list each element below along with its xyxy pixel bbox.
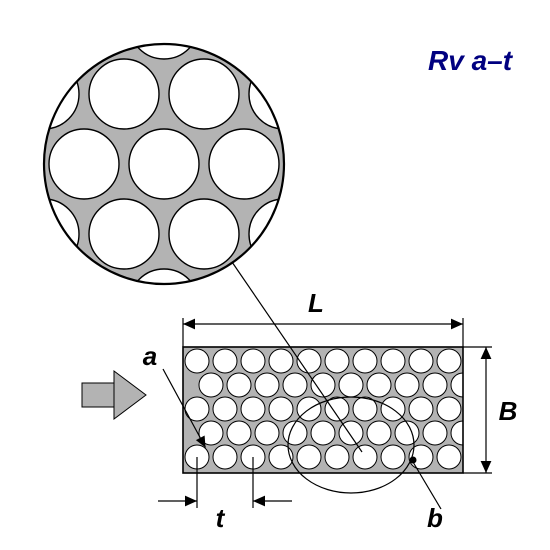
diagram-root: Rv a–t L B t a b bbox=[0, 0, 550, 550]
hole bbox=[255, 373, 279, 397]
hole bbox=[353, 349, 377, 373]
hole bbox=[283, 373, 307, 397]
perforated-sheet bbox=[183, 347, 475, 473]
magnified-hole bbox=[329, 59, 399, 129]
hole bbox=[227, 421, 251, 445]
hole bbox=[213, 349, 237, 373]
hole bbox=[311, 373, 335, 397]
label-L: L bbox=[308, 288, 324, 318]
hole bbox=[437, 397, 461, 421]
hole bbox=[185, 349, 209, 373]
magnified-hole bbox=[169, 59, 239, 129]
magnified-hole bbox=[209, 0, 279, 59]
label-t: t bbox=[216, 503, 226, 533]
hole bbox=[437, 349, 461, 373]
title-label: Rv a–t bbox=[428, 45, 514, 76]
hole bbox=[297, 349, 321, 373]
hole bbox=[297, 445, 321, 469]
dimension-L: L bbox=[183, 288, 463, 347]
magnified-hole bbox=[249, 199, 319, 269]
hole bbox=[255, 421, 279, 445]
magnified-hole bbox=[289, 129, 359, 199]
hole bbox=[199, 373, 223, 397]
dimension-B: B bbox=[463, 347, 517, 473]
magnified-hole bbox=[129, 269, 199, 339]
label-a: a bbox=[143, 341, 157, 371]
magnified-hole bbox=[49, 129, 119, 199]
magnified-hole bbox=[169, 199, 239, 269]
hole bbox=[213, 445, 237, 469]
label-b: b bbox=[427, 503, 443, 533]
magnified-hole bbox=[329, 199, 399, 269]
hole bbox=[381, 349, 405, 373]
magnified-hole bbox=[0, 0, 39, 59]
magnified-hole bbox=[0, 129, 39, 199]
hole bbox=[381, 445, 405, 469]
magnified-hole bbox=[129, 129, 199, 199]
hole bbox=[241, 349, 265, 373]
hole bbox=[395, 373, 419, 397]
hole bbox=[423, 421, 447, 445]
magnified-hole bbox=[89, 199, 159, 269]
hole bbox=[241, 397, 265, 421]
hole bbox=[395, 421, 419, 445]
direction-arrow-icon bbox=[82, 371, 146, 419]
hole bbox=[213, 397, 237, 421]
hole bbox=[409, 397, 433, 421]
hole bbox=[325, 445, 349, 469]
magnified-hole bbox=[249, 59, 319, 129]
hole bbox=[227, 373, 251, 397]
hole bbox=[325, 349, 349, 373]
magnified-hole bbox=[289, 0, 359, 59]
hole bbox=[423, 373, 447, 397]
magnified-hole bbox=[0, 269, 39, 339]
magnifier bbox=[0, 0, 399, 339]
magnified-hole bbox=[49, 0, 119, 59]
magnified-hole bbox=[89, 59, 159, 129]
hole bbox=[367, 373, 391, 397]
label-B: B bbox=[499, 396, 518, 426]
sheet-holes bbox=[185, 349, 475, 469]
hole bbox=[283, 421, 307, 445]
magnified-hole bbox=[9, 59, 79, 129]
hole bbox=[437, 445, 461, 469]
magnified-hole bbox=[289, 269, 359, 339]
hole bbox=[311, 421, 335, 445]
hole bbox=[409, 349, 433, 373]
magnified-hole bbox=[9, 199, 79, 269]
hole bbox=[353, 445, 377, 469]
hole bbox=[269, 349, 293, 373]
magnified-hole bbox=[49, 269, 119, 339]
hole bbox=[367, 421, 391, 445]
hole bbox=[339, 373, 363, 397]
hole bbox=[269, 397, 293, 421]
magnified-hole bbox=[209, 129, 279, 199]
